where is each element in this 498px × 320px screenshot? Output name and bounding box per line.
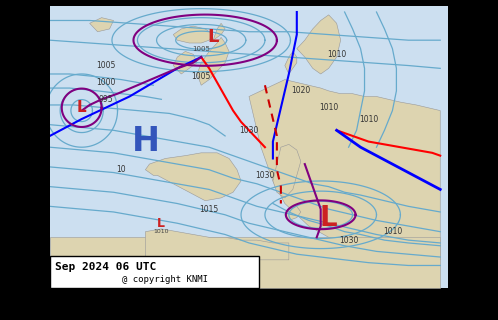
Text: 1005: 1005 <box>192 72 211 81</box>
Text: 10: 10 <box>117 165 126 174</box>
Text: 1030: 1030 <box>339 236 358 244</box>
Polygon shape <box>213 23 225 40</box>
Text: 1010: 1010 <box>359 115 378 124</box>
Text: 995: 995 <box>98 95 113 104</box>
Polygon shape <box>173 26 213 43</box>
Bar <box>0 0 498 6</box>
Polygon shape <box>90 18 114 32</box>
Text: H: H <box>131 125 159 158</box>
Polygon shape <box>285 206 301 220</box>
Polygon shape <box>145 153 241 201</box>
Text: L: L <box>157 217 165 230</box>
Text: @ copyright KNMI: @ copyright KNMI <box>122 275 208 284</box>
Text: 1015: 1015 <box>200 205 219 214</box>
Text: 1010: 1010 <box>153 229 169 234</box>
Bar <box>50 6 448 288</box>
Text: 1010: 1010 <box>383 227 402 236</box>
Text: 1005: 1005 <box>192 46 210 52</box>
Text: 1030: 1030 <box>240 126 258 135</box>
FancyBboxPatch shape <box>50 256 259 288</box>
Polygon shape <box>50 237 440 288</box>
Polygon shape <box>285 52 297 74</box>
Bar <box>0 0 50 320</box>
Text: L: L <box>208 28 219 46</box>
Polygon shape <box>197 37 229 85</box>
Text: L: L <box>77 100 87 115</box>
Polygon shape <box>297 15 341 74</box>
Text: 1005: 1005 <box>96 61 115 70</box>
Polygon shape <box>145 229 289 260</box>
Text: 1000: 1000 <box>96 78 115 87</box>
Polygon shape <box>173 52 197 74</box>
Polygon shape <box>249 80 440 260</box>
Text: 1010: 1010 <box>319 103 338 112</box>
Text: Sep 2024 06 UTC: Sep 2024 06 UTC <box>55 262 156 272</box>
Bar <box>448 0 498 320</box>
Polygon shape <box>273 144 301 198</box>
Text: 1020: 1020 <box>291 86 310 95</box>
Text: L: L <box>320 204 338 232</box>
Text: 1030: 1030 <box>255 171 274 180</box>
Text: 1010: 1010 <box>327 50 346 59</box>
